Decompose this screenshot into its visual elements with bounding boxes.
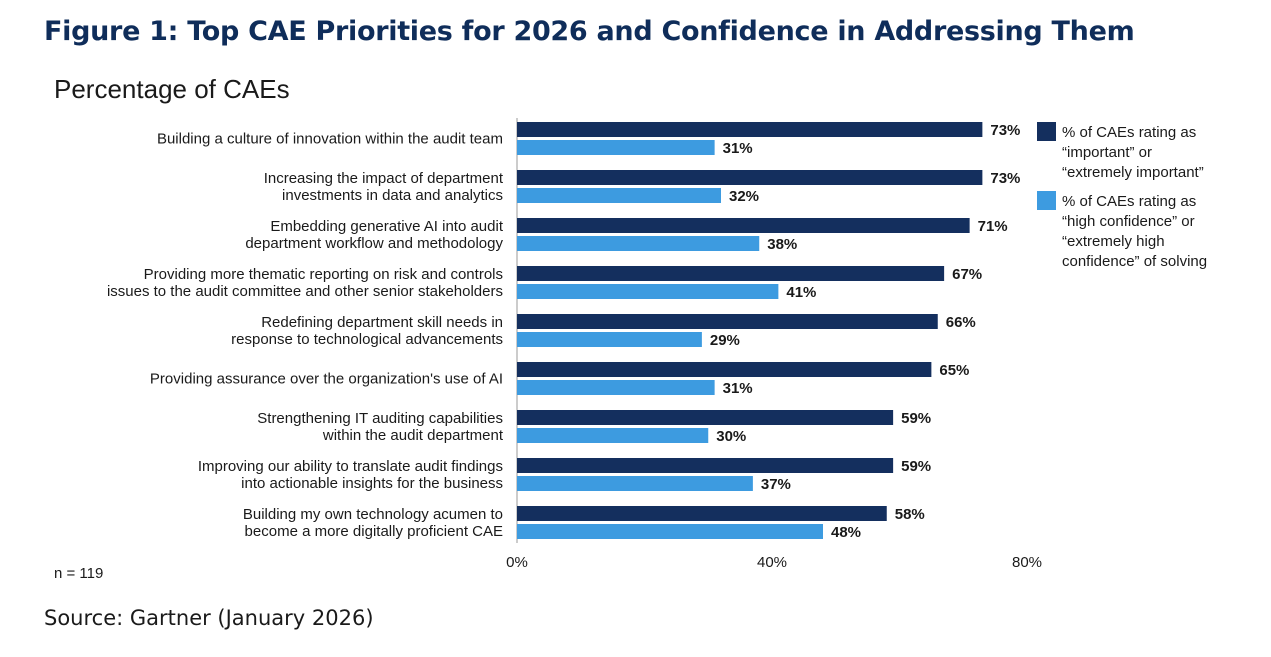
category-label: Increasing the impact of department (264, 170, 504, 187)
legend-label: “important” or (1062, 144, 1152, 161)
category-label: Providing assurance over the organizatio… (150, 371, 503, 388)
x-tick-label: 40% (757, 554, 787, 571)
legend-swatch-important (1037, 122, 1056, 141)
bar-important (517, 170, 983, 185)
chart-title: Percentage of CAEs (54, 74, 290, 104)
data-label: 73% (990, 122, 1020, 139)
bar-chart: Percentage of CAEs 0% 40% 80% 73% 31% Buildi… (54, 74, 1207, 582)
category-label: within the audit department (322, 427, 504, 444)
data-label: 66% (946, 314, 976, 331)
category-label: into actionable insights for the busines… (241, 475, 503, 492)
category-label: Building a culture of innovation within … (157, 131, 503, 148)
category-label: issues to the audit committee and other … (107, 283, 503, 300)
category-label: response to technological advancements (231, 331, 503, 348)
legend: % of CAEs rating as “important” or “extrem… (1037, 122, 1207, 270)
data-label: 58% (895, 506, 925, 523)
category-label: Strengthening IT auditing capabilities (257, 410, 503, 427)
category-label: Embedding generative AI into audit (270, 218, 503, 235)
sample-size-note: n = 119 (54, 565, 103, 582)
bar-important (517, 266, 945, 281)
data-label: 67% (952, 266, 982, 283)
x-tick-label: 0% (506, 554, 528, 571)
bar-confidence (517, 284, 779, 299)
data-label: 71% (978, 218, 1008, 235)
bar-important (517, 314, 938, 329)
data-label: 30% (716, 428, 746, 445)
category-label: investments in data and analytics (282, 187, 503, 204)
legend-label: % of CAEs rating as (1062, 193, 1196, 210)
category-label: department workflow and methodology (245, 235, 503, 252)
bar-important (517, 458, 894, 473)
bar-confidence (517, 476, 753, 491)
data-label: 29% (710, 332, 740, 349)
bar-confidence (517, 140, 715, 155)
bar-important (517, 506, 887, 521)
data-label: 32% (729, 188, 759, 205)
bar-confidence (517, 188, 721, 203)
category-label: Building my own technology acumen to (243, 506, 503, 523)
bars-layer: 73% 31% Building a culture of innovation w… (107, 122, 1020, 541)
data-label: 38% (767, 236, 797, 253)
category-label: become a more digitally proficient CAE (245, 523, 503, 540)
data-label: 37% (761, 476, 791, 493)
legend-label: % of CAEs rating as (1062, 124, 1196, 141)
figure-title: Figure 1: Top CAE Priorities for 2026 an… (44, 16, 1135, 47)
data-label: 31% (723, 380, 753, 397)
data-label: 65% (939, 362, 969, 379)
legend-label: “high confidence” or (1062, 213, 1195, 230)
category-label: Improving our ability to translate audit… (198, 458, 503, 475)
legend-label: “extremely important” (1062, 164, 1204, 181)
legend-label: “extremely high (1062, 233, 1165, 250)
source-note: Source: Gartner (January 2026) (44, 606, 374, 630)
bar-confidence (517, 332, 702, 347)
category-label: Providing more thematic reporting on ris… (144, 266, 503, 283)
category-label: Redefining department skill needs in (261, 314, 503, 331)
data-label: 48% (831, 524, 861, 541)
legend-swatch-confidence (1037, 191, 1056, 210)
data-label: 73% (990, 170, 1020, 187)
x-tick-label: 80% (1012, 554, 1042, 571)
bar-important (517, 218, 970, 233)
data-label: 41% (786, 284, 816, 301)
data-label: 59% (901, 458, 931, 475)
legend-label: confidence” of solving (1062, 253, 1207, 270)
bar-confidence (517, 236, 760, 251)
bar-confidence (517, 524, 823, 539)
bar-important (517, 362, 932, 377)
bar-important (517, 122, 983, 137)
bar-confidence (517, 380, 715, 395)
data-label: 59% (901, 410, 931, 427)
bar-confidence (517, 428, 709, 443)
bar-important (517, 410, 894, 425)
data-label: 31% (723, 140, 753, 157)
